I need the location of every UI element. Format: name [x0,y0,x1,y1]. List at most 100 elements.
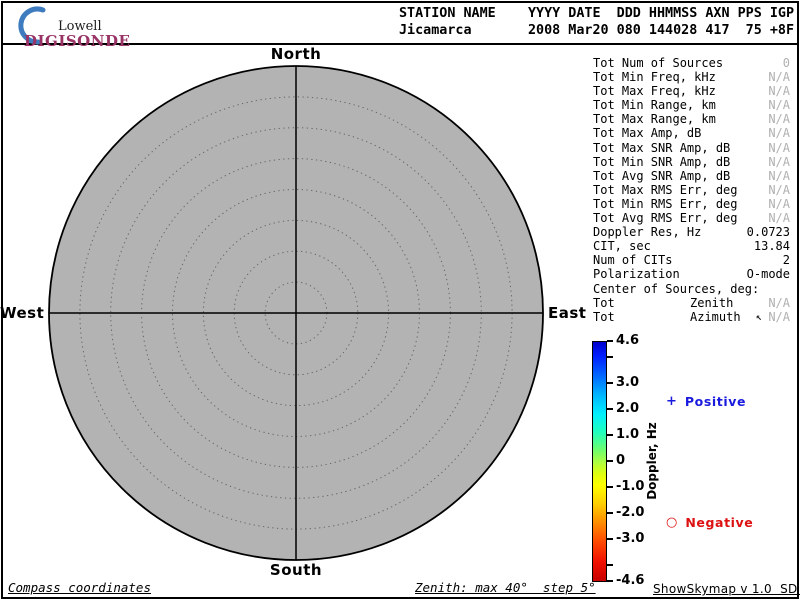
footer-version-label: ShowSkymap v 1.0 SD v 4.2 [653,582,798,596]
stat-label: Tot Avg SNR Amp, dB [593,168,731,183]
stat-value: N/A [768,182,790,197]
stat-label: Tot Max RMS Err, deg [593,182,738,197]
stat-value: N/A [768,98,790,113]
footer-zenith-label: Zenith: max 40° step 5° [415,580,596,595]
stat-value: N/A [768,309,790,324]
stat-label: Tot Min RMS Err, deg [593,196,738,211]
legend-negative-label: Negative [685,515,754,530]
colorbar-tick-label: 3.0 [616,374,640,390]
header-station-values: Jicamarca 2008 Mar20 080 144028 417 75 +… [399,23,795,38]
compass-label-east: East [548,304,587,322]
stat-label: Tot Min Freq, kHz [593,70,716,85]
footer-coordinates-label: Compass coordinates [8,580,151,595]
compass-label-north: North [270,45,322,63]
stat-value: N/A [768,126,790,141]
stat-row: Tot Min Range, km N/A [593,98,790,112]
legend-negative: ○ Negative [666,515,753,530]
colorbar-tick-label: -4.6 [616,573,645,588]
stat-row: Tot Max Freq, kHz N/A [593,84,790,98]
stat-row: Tot Avg RMS Err, deg N/A [593,211,790,225]
colorbar-tick [607,381,613,384]
stat-label: Tot Max Amp, dB [593,126,702,141]
stat-label: Tot Num of Sources [593,56,724,70]
plus-marker-icon: + [666,393,677,409]
stat-value: 13.84 [753,239,790,254]
stat-label: Center of Sources, deg: [593,281,760,296]
stat-label: Tot Min SNR Amp, dB [593,154,731,169]
logo-digisonde-text: DIGISONDE [24,32,131,50]
stat-row: Doppler Res, Hz 0.0723 [593,225,790,239]
colorbar-tick-label: -3.0 [616,531,645,547]
colorbar-tick [607,460,613,462]
stat-value: 0 [782,56,790,70]
logo-crescent-icon [18,6,46,45]
header-separator-line [1,43,799,45]
stat-label: Tot Max Freq, kHz [593,84,716,99]
legend-positive: + Positive [666,394,746,409]
stat-row: Tot Min Freq, kHz N/A [593,70,790,84]
stat-value: N/A [768,168,790,183]
stat-row: Num of CITs 2 [593,253,790,267]
stat-label: Num of CITs [593,253,673,268]
colorbar-tick [607,433,613,436]
stat-label: Doppler Res, Hz [593,225,702,240]
compass-label-west: West [0,304,45,322]
stat-row: Polarization O-mode [593,267,790,281]
colorbar-tick [607,407,613,410]
stat-value: N/A [768,196,790,211]
stat-row: Tot Max SNR Amp, dB N/A [593,141,790,155]
circle-marker-icon: ○ [666,514,678,530]
stat-value: N/A [768,140,790,155]
stat-label: CIT, sec [593,239,651,254]
colorbar-tick [607,564,613,567]
mouse-cursor-icon: ↖ [756,311,763,323]
stat-label: Tot [593,309,615,324]
stat-value: N/A [768,154,790,169]
colorbar-tick [607,355,613,358]
colorbar-tick [607,340,613,342]
stat-value: 2 [782,253,790,268]
colorbar-tick-label: 1.0 [616,426,640,442]
stat-row: Tot Azimuth ↖ N/A [593,310,790,324]
stat-row: Tot Num of Sources 0 [593,56,790,70]
colorbar-tick [607,580,613,582]
stat-value: N/A [768,70,790,85]
stat-row: Tot Zenith N/A [593,296,790,310]
colorbar-tick-label: -1.0 [616,479,645,495]
logo-lowell-text: Lowell [58,19,102,34]
stat-sublabel: Zenith [690,295,734,310]
colorbar-tick [607,486,613,489]
stat-value: N/A [768,211,790,226]
stat-value: O-mode [746,267,790,282]
compass-label-south: South [269,561,323,579]
stat-label: Tot Avg RMS Err, deg [593,211,738,226]
stat-row: Tot Min SNR Amp, dB N/A [593,155,790,169]
header-column-titles: STATION NAME YYYY DATE DDD HHMMSS AXN PP… [399,6,795,21]
colorbar-tick [607,538,613,541]
stat-row: Center of Sources, deg: [593,282,790,296]
colorbar-tick-label: -2.0 [616,505,645,521]
stat-sublabel: Azimuth [690,309,741,324]
stat-label: Polarization [593,267,680,282]
stat-row: Tot Max Range, km N/A [593,112,790,126]
colorbar-tick [607,512,613,515]
stat-row: CIT, sec 13.84 [593,239,790,253]
stat-row: Tot Max Amp, dB N/A [593,126,790,140]
legend-positive-label: Positive [684,394,747,409]
stat-label: Tot Max Range, km [593,112,716,127]
stat-value: N/A [768,295,790,310]
stat-value: 0.0723 [746,225,790,240]
colorbar-tick-label: 4.6 [616,333,640,348]
stat-value: N/A [768,112,790,127]
stats-panel: Tot Num of Sources 0 Tot Min Freq, kHz N/A T… [593,56,790,324]
doppler-colorbar [592,341,607,582]
stat-label: Tot [593,295,615,310]
stat-label: Tot Max SNR Amp, dB [593,140,731,155]
stat-value: N/A [768,84,790,99]
stat-row: Tot Avg SNR Amp, dB N/A [593,169,790,183]
skymap-polar-plot [48,65,544,561]
colorbar-tick-label: 2.0 [616,400,640,416]
stat-row: Tot Min RMS Err, deg N/A [593,197,790,211]
stat-row: Tot Max RMS Err, deg N/A [593,183,790,197]
